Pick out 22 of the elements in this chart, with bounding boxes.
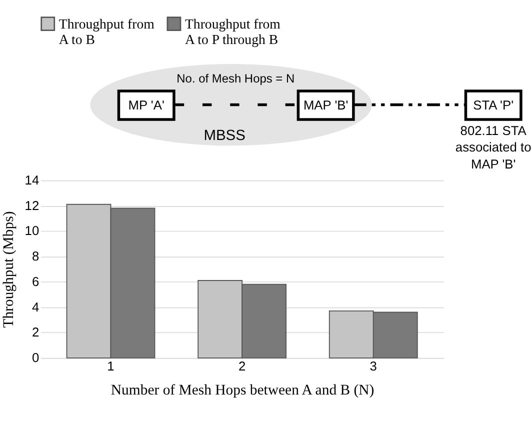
y-axis-title: Throughput (Mbps) <box>0 211 17 328</box>
y-tick-label: 6 <box>32 274 40 289</box>
legend-label: Throughput from A to B <box>58 16 155 48</box>
x-tick-label: 2 <box>238 358 246 374</box>
y-tick-label: 10 <box>24 223 40 238</box>
legend-label: Throughput from A to P through B <box>185 16 281 48</box>
y-tick-label: 8 <box>32 248 40 264</box>
y-tick-label: 4 <box>32 299 40 314</box>
text: MBSS <box>204 128 246 144</box>
text: MAP 'B' <box>303 97 348 112</box>
text: MAP 'B' <box>470 156 516 172</box>
text: No. of Mesh Hops = N <box>176 72 295 86</box>
x-tick-label: 3 <box>370 358 377 374</box>
text: STA 'P' <box>473 97 514 112</box>
x-tick-label: 1 <box>107 358 114 374</box>
x-axis-title: Number of Mesh Hops between A and B (N) <box>110 382 374 398</box>
text: MP 'A' <box>128 97 164 112</box>
text: 802.11 STA associated to <box>455 123 532 155</box>
y-tick-label: 2 <box>32 324 40 340</box>
y-tick-label: 12 <box>24 198 40 213</box>
y-tick-label: 14 <box>24 172 40 188</box>
y-tick-label: 0 <box>32 350 40 366</box>
